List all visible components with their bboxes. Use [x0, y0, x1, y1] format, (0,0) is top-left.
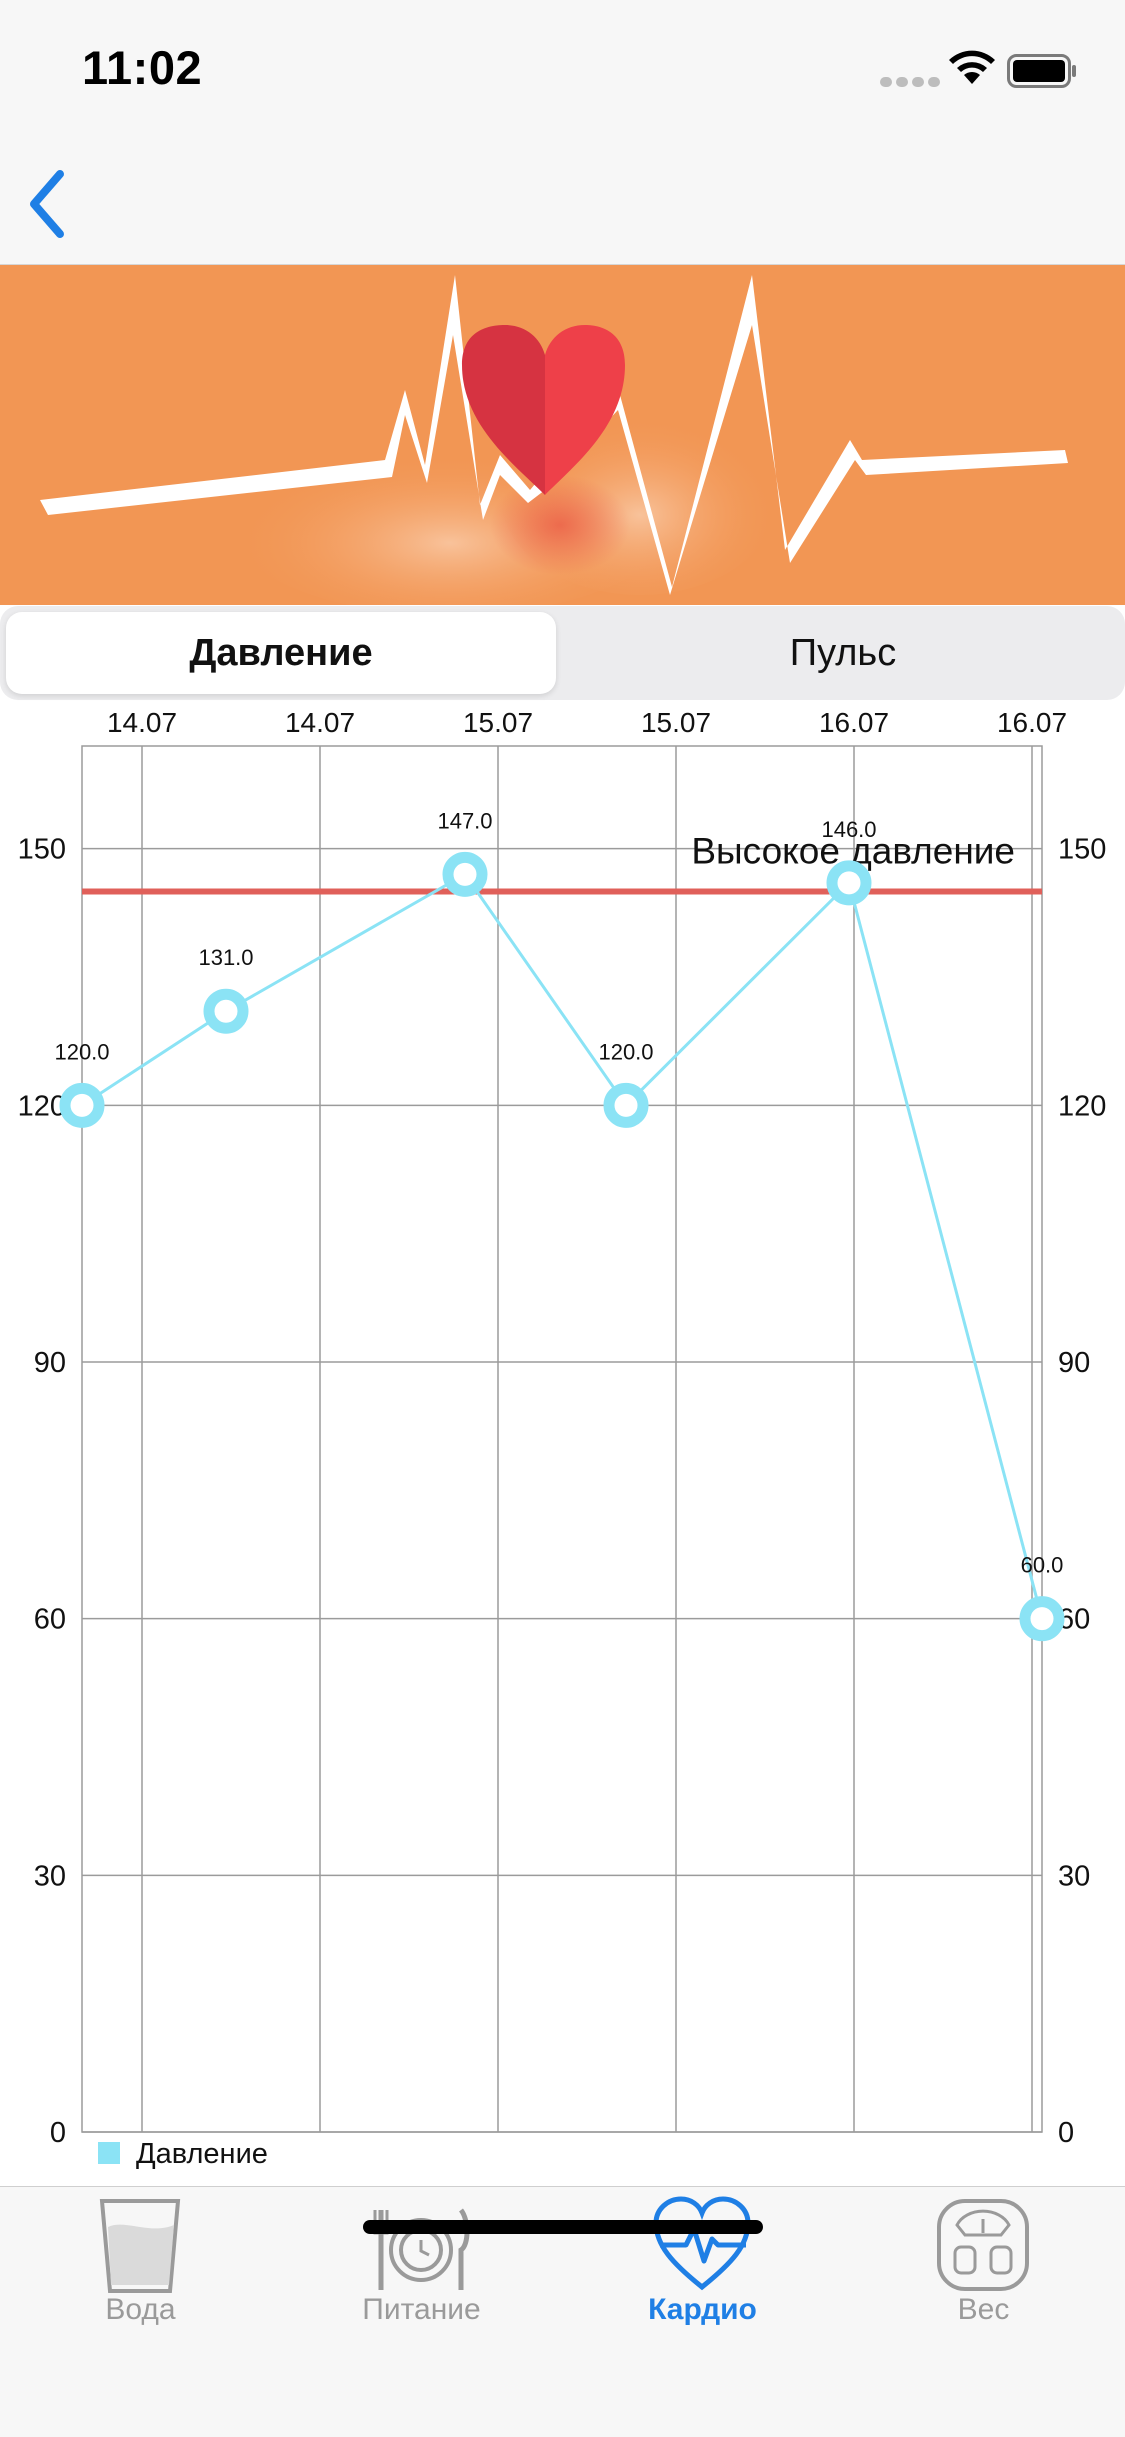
back-chevron-icon[interactable]: [18, 164, 88, 244]
x-tick-label: 15.07: [463, 707, 533, 738]
cardio-banner: [0, 265, 1125, 605]
data-point: [442, 851, 488, 897]
segment-pulse[interactable]: Пульс: [789, 631, 897, 674]
data-label: 131.0: [198, 945, 253, 970]
tab-water[interactable]: Вода: [0, 2189, 281, 2339]
x-tick-label: 16.07: [819, 707, 889, 738]
wifi-icon: [949, 50, 995, 84]
battery-icon: [1007, 54, 1076, 88]
data-point: [1019, 1596, 1065, 1642]
legend-label: Давление: [136, 2138, 268, 2170]
x-tick-label: 15.07: [641, 707, 711, 738]
x-tick-label: 16.07: [997, 707, 1067, 738]
y-tick-label-right: 30: [1058, 1860, 1090, 1892]
data-label: 120.0: [598, 1039, 653, 1064]
y-tick-label-right: 120: [1058, 1090, 1106, 1122]
status-bar: 11:02: [0, 0, 1125, 140]
y-tick-label-left: 120: [18, 1090, 66, 1122]
data-point: [203, 988, 249, 1034]
tab-weight-label: Вес: [957, 2293, 1010, 2326]
legend-swatch: [98, 2142, 120, 2164]
tab-nutrition-label: Питание: [362, 2293, 481, 2326]
data-label: 60.0: [1021, 1553, 1064, 1578]
cellular-signal-icon: [880, 74, 944, 92]
y-tick-label-left: 90: [34, 1347, 66, 1379]
data-point: [826, 860, 872, 906]
y-tick-label-left: 30: [34, 1860, 66, 1892]
data-label: 146.0: [821, 817, 876, 842]
x-tick-label: 14.07: [107, 707, 177, 738]
heartbeat-banner-icon: [40, 275, 1068, 605]
status-time: 11:02: [82, 41, 203, 94]
data-point: [59, 1082, 105, 1128]
x-tick-label: 14.07: [285, 707, 355, 738]
plate-cutlery-icon: [373, 2208, 470, 2290]
y-tick-label-right: 150: [1058, 834, 1106, 866]
tab-water-label: Вода: [105, 2293, 176, 2326]
tab-nutrition[interactable]: Питание: [281, 2189, 562, 2339]
scale-icon: [937, 2199, 1029, 2291]
tab-cardio[interactable]: Кардио: [562, 2189, 843, 2339]
segment-pressure[interactable]: Давление: [6, 612, 556, 694]
y-tick-label-right: 90: [1058, 1347, 1090, 1379]
y-tick-label-left: 60: [34, 1604, 66, 1636]
pressure-line-chart: 14.07 14.07 15.07 15.07 16.07 16.07 0 0 30 30 60 60…: [18, 707, 1107, 2170]
heart-pulse-icon: [653, 2196, 751, 2291]
data-point: [603, 1082, 649, 1128]
series-line: [81, 872, 1044, 1620]
water-glass-icon: [99, 2199, 181, 2293]
segmented-control: Давление Пульс: [0, 606, 1125, 700]
navigation-bar: [0, 140, 1125, 265]
home-indicator: [363, 2220, 763, 2234]
y-tick-label-left: 0: [50, 2117, 66, 2149]
data-label: 147.0: [437, 808, 492, 833]
y-tick-label-left: 150: [18, 834, 66, 866]
y-tick-label-right: 0: [1058, 2117, 1074, 2149]
tab-weight[interactable]: Вес: [843, 2189, 1124, 2339]
tab-cardio-label: Кардио: [648, 2293, 757, 2326]
data-label: 120.0: [54, 1039, 109, 1064]
